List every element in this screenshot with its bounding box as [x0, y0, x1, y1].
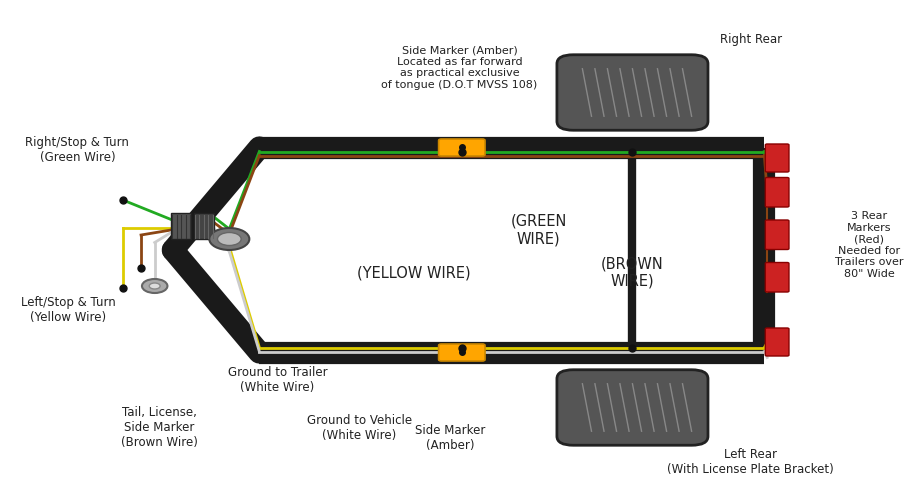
Text: 3 Rear
Markers
(Red)
Needed for
Trailers over
80" Wide: 3 Rear Markers (Red) Needed for Trailers… [834, 211, 904, 279]
FancyBboxPatch shape [765, 328, 789, 356]
Text: Side Marker (Amber)
Located as far forward
as practical exclusive
of tongue (D.O: Side Marker (Amber) Located as far forwa… [381, 45, 538, 90]
Text: (YELLOW WIRE): (YELLOW WIRE) [358, 265, 470, 280]
FancyBboxPatch shape [765, 144, 789, 172]
FancyBboxPatch shape [194, 213, 214, 239]
Text: Left/Stop & Turn
(Yellow Wire): Left/Stop & Turn (Yellow Wire) [21, 296, 116, 324]
Circle shape [149, 283, 160, 289]
Text: (GREEN
WIRE): (GREEN WIRE) [511, 214, 567, 246]
FancyBboxPatch shape [557, 54, 708, 130]
Text: Ground to Trailer
(White Wire): Ground to Trailer (White Wire) [228, 366, 328, 394]
Text: Tail, License,
Side Marker
(Brown Wire): Tail, License, Side Marker (Brown Wire) [121, 406, 197, 449]
Text: Left Rear
(With License Plate Bracket): Left Rear (With License Plate Bracket) [667, 448, 834, 476]
Text: Right Rear: Right Rear [720, 34, 782, 46]
Text: (BROWN
WIRE): (BROWN WIRE) [602, 256, 663, 288]
Text: Ground to Vehicle
(White Wire): Ground to Vehicle (White Wire) [307, 414, 412, 442]
Circle shape [217, 232, 241, 245]
Circle shape [142, 279, 167, 293]
FancyBboxPatch shape [765, 262, 789, 292]
FancyBboxPatch shape [557, 370, 708, 445]
Text: Side Marker
(Amber): Side Marker (Amber) [415, 424, 486, 452]
FancyBboxPatch shape [171, 213, 191, 239]
FancyBboxPatch shape [765, 178, 789, 207]
Circle shape [209, 228, 249, 250]
FancyBboxPatch shape [439, 139, 485, 156]
FancyBboxPatch shape [765, 220, 789, 250]
Text: Right/Stop & Turn
(Green Wire): Right/Stop & Turn (Green Wire) [25, 136, 129, 164]
FancyBboxPatch shape [439, 344, 485, 361]
